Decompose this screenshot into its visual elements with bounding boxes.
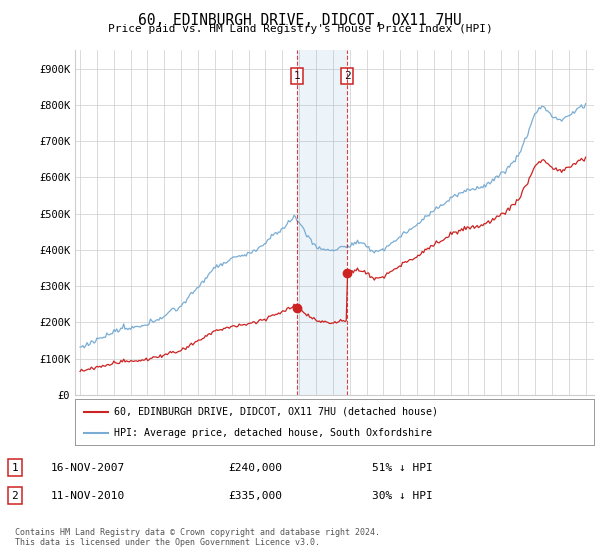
Bar bbox=[297, 50, 347, 395]
Text: 1: 1 bbox=[11, 463, 19, 473]
Text: Price paid vs. HM Land Registry's House Price Index (HPI): Price paid vs. HM Land Registry's House … bbox=[107, 24, 493, 34]
Text: 30% ↓ HPI: 30% ↓ HPI bbox=[372, 491, 433, 501]
Text: 1: 1 bbox=[294, 71, 301, 81]
Text: £240,000: £240,000 bbox=[228, 463, 282, 473]
Text: £335,000: £335,000 bbox=[228, 491, 282, 501]
Text: 11-NOV-2010: 11-NOV-2010 bbox=[51, 491, 125, 501]
Text: 60, EDINBURGH DRIVE, DIDCOT, OX11 7HU (detached house): 60, EDINBURGH DRIVE, DIDCOT, OX11 7HU (d… bbox=[114, 407, 438, 417]
Text: HPI: Average price, detached house, South Oxfordshire: HPI: Average price, detached house, Sout… bbox=[114, 428, 432, 438]
Text: 51% ↓ HPI: 51% ↓ HPI bbox=[372, 463, 433, 473]
Text: 2: 2 bbox=[344, 71, 350, 81]
Text: 2: 2 bbox=[11, 491, 19, 501]
Text: Contains HM Land Registry data © Crown copyright and database right 2024.
This d: Contains HM Land Registry data © Crown c… bbox=[15, 528, 380, 547]
Text: 60, EDINBURGH DRIVE, DIDCOT, OX11 7HU: 60, EDINBURGH DRIVE, DIDCOT, OX11 7HU bbox=[138, 13, 462, 28]
Text: 16-NOV-2007: 16-NOV-2007 bbox=[51, 463, 125, 473]
